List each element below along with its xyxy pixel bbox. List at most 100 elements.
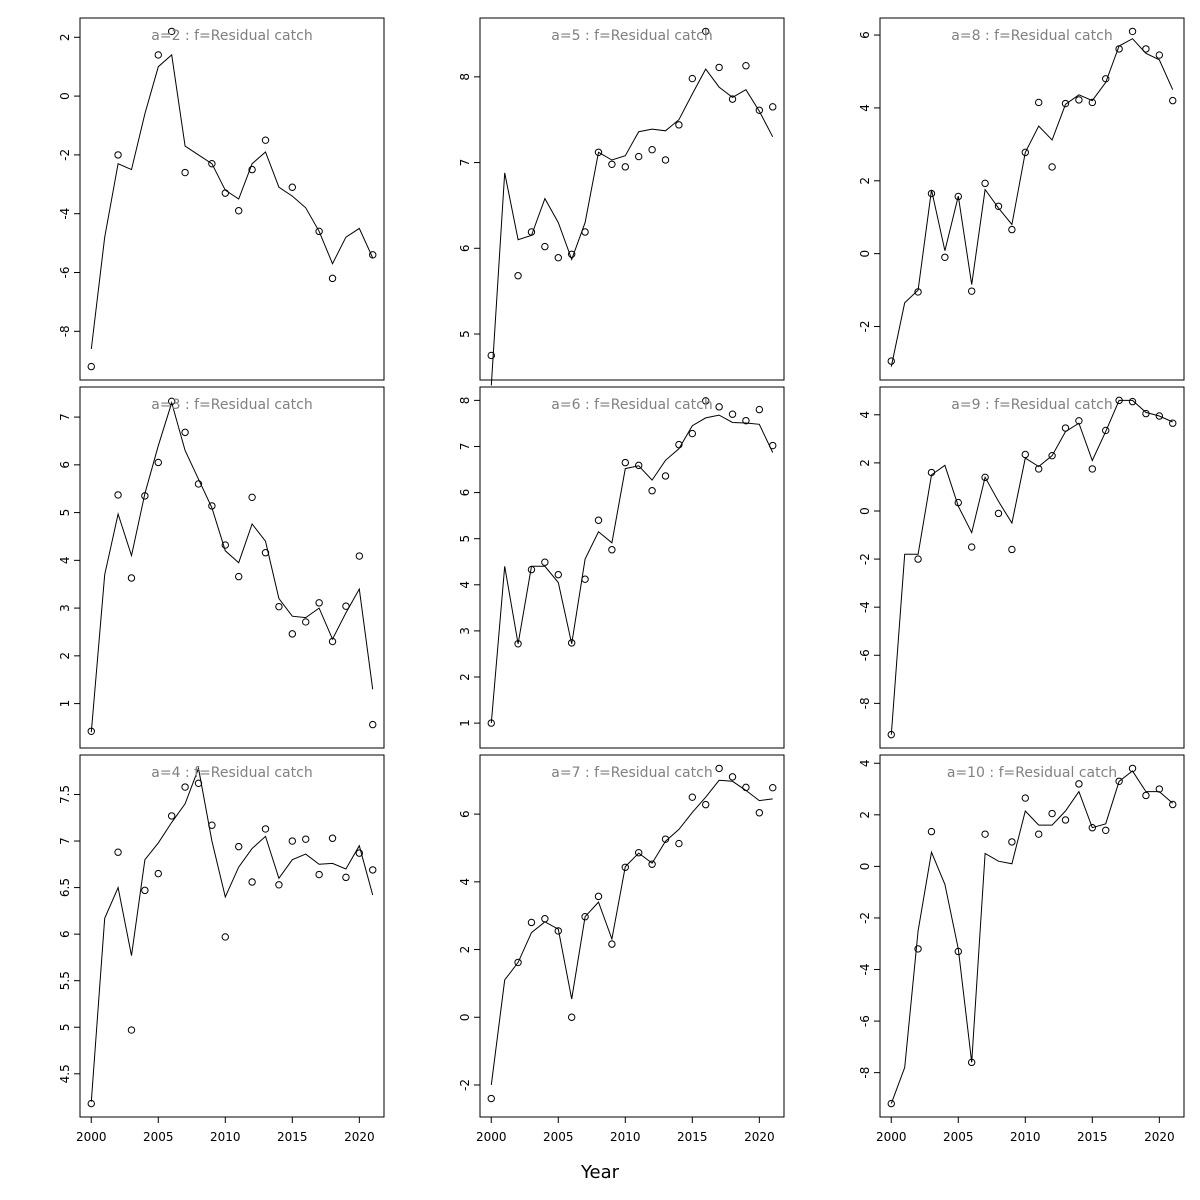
observed-point: [755, 106, 764, 114]
y-tick-label: 2: [858, 811, 872, 819]
y-tick-label: -4: [858, 964, 872, 976]
fitted-line: [490, 779, 773, 1086]
panel-title: a=4 : f=Residual catch: [151, 765, 312, 781]
y-tick-label: 6.5: [58, 878, 72, 897]
observed-point: [554, 570, 562, 579]
observed-point: [527, 565, 536, 574]
observed-point: [275, 881, 283, 889]
y-tick-label: 6: [58, 461, 72, 469]
observed-point: [302, 835, 310, 843]
observed-point: [1102, 75, 1110, 83]
observed-point: [1048, 451, 1056, 460]
observed-point: [675, 839, 683, 848]
plot-frame: [479, 386, 785, 749]
observed-point: [621, 863, 629, 871]
observed-point: [702, 27, 710, 36]
observed-point: [608, 160, 616, 168]
observed-point: [194, 779, 203, 788]
observed-point: [248, 493, 256, 502]
x-tick-label: 2020: [344, 1130, 375, 1144]
observed-point: [514, 958, 522, 967]
y-tick-label: -2: [858, 912, 872, 924]
panel-title: a=2 : f=Residual catch: [151, 28, 312, 44]
observed-point: [967, 287, 976, 295]
observed-point: [981, 473, 989, 482]
y-tick-label: 4: [858, 759, 872, 767]
observed-point: [1088, 465, 1097, 473]
panel-1: -8 -6 -4 -2 0 2 a=2 : f=Residual catch: [58, 17, 385, 381]
observed-point: [541, 558, 549, 566]
observed-point: [1169, 96, 1177, 105]
observed-point: [1061, 424, 1070, 432]
panel-6: -2 0 2 4 6 2000 2005 2010 2015 2020 a=7 : f=Residu…: [458, 754, 785, 1144]
observed-point: [1035, 465, 1043, 473]
observed-point: [675, 121, 683, 129]
x-tick-label: 2005: [543, 1130, 574, 1144]
fitted-line: [90, 766, 374, 1102]
observed-point: [715, 764, 723, 773]
observed-point: [661, 472, 670, 480]
observed-point: [221, 933, 229, 941]
observed-point: [1075, 417, 1083, 425]
observed-point: [114, 151, 122, 159]
observed-point: [914, 288, 922, 296]
observed-point: [594, 892, 603, 901]
x-tick-label: 2020: [744, 1130, 775, 1144]
observed-point: [994, 202, 1003, 210]
panel-8: -8 -6 -4 -2 0 2 4 a=9 : f=Residual catch: [858, 386, 1185, 749]
panel-2: 1 2 3 4 5 6 7 a=3 : f=Residual catch: [58, 386, 385, 749]
observed-point: [208, 160, 216, 168]
observed-point: [715, 403, 723, 411]
observed-point: [742, 61, 750, 70]
observed-point: [1035, 830, 1043, 838]
observed-point: [981, 830, 989, 838]
observed-point: [1115, 45, 1123, 53]
y-tick-label: 5.5: [58, 971, 72, 990]
observed-point: [141, 492, 149, 500]
observed-point: [1008, 545, 1016, 554]
y-tick-label: 0: [858, 507, 872, 515]
observed-point: [728, 773, 737, 781]
observed-point: [688, 74, 697, 83]
observed-point: [941, 253, 949, 261]
observed-point: [581, 228, 589, 236]
y-tick-label: 7.5: [58, 785, 72, 804]
panel-title: a=8 : f=Residual catch: [951, 28, 1112, 44]
observed-point: [635, 849, 643, 857]
observed-point: [248, 878, 256, 886]
panel-3: 4.5 5 5.5 6 6.5 7 7.5 2000 2005 2010 2015 2020 a=4 :…: [58, 754, 385, 1144]
observed-point: [541, 242, 549, 251]
y-tick-label: 0: [458, 1013, 472, 1021]
observed-point: [914, 555, 922, 563]
plot-frame: [879, 17, 1185, 381]
y-tick-label: 7: [458, 159, 472, 167]
observed-point: [1008, 225, 1016, 234]
panel-9: -8 -6 -4 -2 0 2 4 2000 2005 2010 2015 2020 a=10 : f=…: [858, 754, 1185, 1144]
observed-point: [328, 834, 337, 842]
observed-point: [927, 468, 936, 477]
observed-point: [1142, 791, 1150, 800]
observed-point: [994, 509, 1003, 518]
x-tick-label: 2015: [277, 1130, 308, 1144]
plot-frame: [79, 17, 385, 381]
fitted-line: [90, 53, 374, 350]
plot-frame: [79, 386, 385, 749]
observed-point: [567, 250, 576, 258]
observed-point: [1102, 426, 1110, 435]
observed-point: [688, 793, 697, 801]
observed-point: [742, 783, 750, 792]
observed-point: [567, 639, 576, 647]
observed-point: [887, 1099, 895, 1108]
y-tick-label: -6: [858, 649, 872, 661]
observed-point: [369, 866, 377, 874]
y-tick-label: -6: [858, 1015, 872, 1027]
observed-point: [514, 272, 522, 280]
x-tick-label: 2010: [210, 1130, 241, 1144]
y-tick-label: 6: [458, 244, 472, 252]
observed-point: [954, 498, 962, 507]
observed-point: [1088, 824, 1097, 832]
observed-point: [1128, 764, 1137, 773]
observed-point: [702, 800, 710, 809]
y-tick-label: 1: [58, 700, 72, 708]
